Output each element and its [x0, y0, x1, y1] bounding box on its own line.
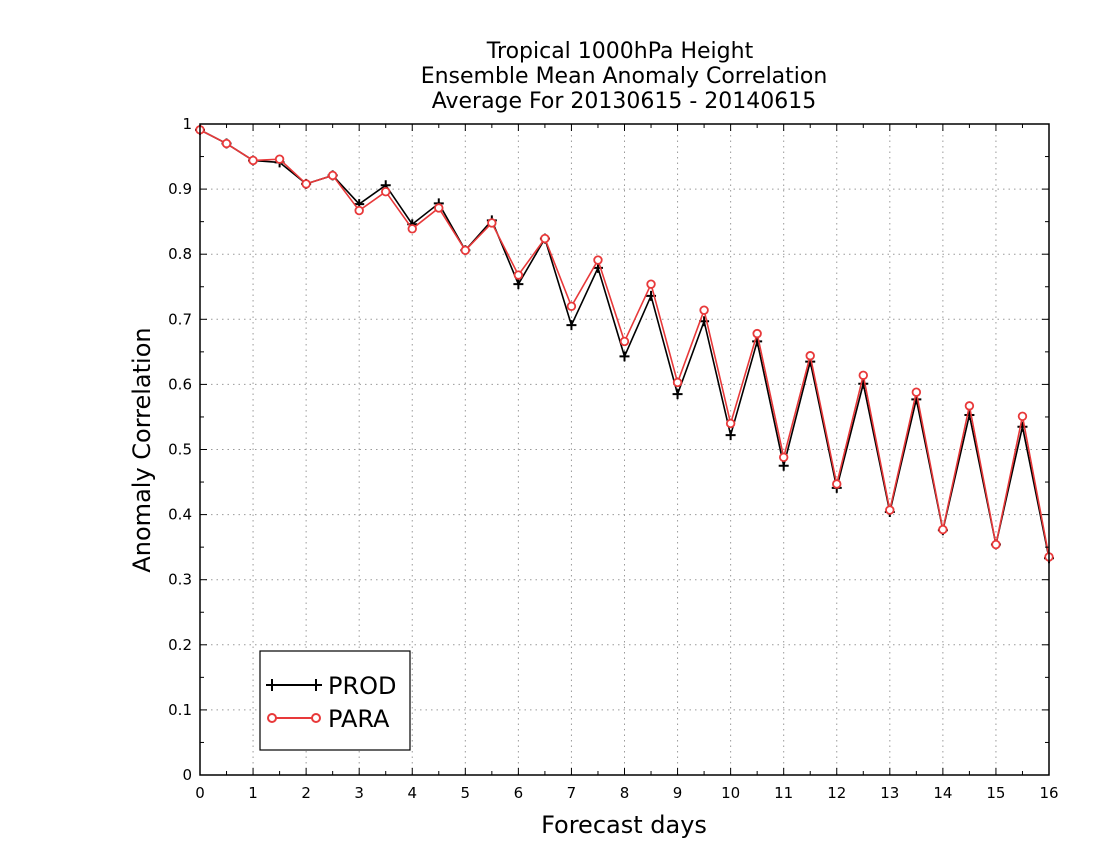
legend-para-marker-left	[267, 713, 277, 723]
point-para	[885, 505, 895, 515]
chart-title-line-2: Ensemble Mean Anomaly Correlation	[421, 64, 828, 89]
point-para	[619, 336, 630, 347]
point-para	[407, 224, 417, 234]
y-tick-label: 0.6	[168, 375, 192, 393]
point-para	[699, 305, 709, 315]
y-tick-label: 0.5	[168, 441, 192, 459]
y-tick-label: 0.8	[168, 245, 192, 263]
point-para	[964, 401, 975, 411]
x-tick-label: 7	[567, 784, 577, 802]
point-para	[725, 418, 736, 429]
point-para	[938, 524, 948, 535]
point-para	[672, 377, 683, 388]
point-para	[911, 387, 922, 397]
point-prod	[566, 320, 577, 331]
legend-prod-marker	[266, 679, 322, 691]
y-axis-label: Anomaly Correlation	[128, 327, 156, 572]
point-prod	[858, 378, 869, 389]
point-para	[434, 203, 444, 213]
legend-prod-label: PROD	[328, 672, 397, 700]
point-para	[832, 479, 842, 489]
x-tick-label: 12	[827, 784, 846, 802]
y-tick-label: 0	[182, 766, 192, 784]
point-para	[991, 539, 1001, 550]
point-para	[646, 279, 656, 289]
x-tick-label: 10	[721, 784, 740, 802]
data-series	[195, 124, 1054, 564]
point-prod	[619, 351, 630, 362]
point-para	[1017, 411, 1028, 421]
y-tick-label: 0.1	[168, 701, 192, 719]
x-tick-label: 16	[1039, 784, 1058, 802]
x-tick-label: 1	[248, 784, 258, 802]
point-para	[752, 328, 762, 339]
point-para	[221, 138, 232, 149]
x-tick-label: 6	[514, 784, 524, 802]
x-tick-label: 14	[933, 784, 952, 802]
x-tick-label: 9	[673, 784, 683, 802]
x-tick-label: 15	[986, 784, 1005, 802]
y-tick-label: 1	[182, 115, 192, 133]
point-prod	[725, 430, 736, 441]
x-tick-label: 4	[407, 784, 417, 802]
point-para	[487, 218, 497, 228]
point-prod	[964, 409, 975, 420]
y-tick-label: 0.9	[168, 180, 192, 198]
y-tick-label: 0.2	[168, 636, 192, 654]
point-para	[805, 351, 815, 361]
chart-title-line-1: Tropical 1000hPa Height	[486, 39, 754, 64]
x-tick-label: 11	[774, 784, 793, 802]
point-para	[460, 245, 471, 255]
point-para	[381, 187, 391, 197]
y-tick-label: 0.3	[168, 571, 192, 589]
chart-title: Tropical 1000hPa Height Ensemble Mean An…	[421, 39, 828, 114]
point-prod	[1017, 421, 1028, 432]
legend-para-label: PARA	[328, 705, 390, 733]
legend-para-marker-right	[311, 713, 321, 723]
legend-box	[259, 650, 411, 751]
x-tick-label: 5	[461, 784, 471, 802]
point-para	[593, 255, 603, 265]
y-axis-ticks: 0 0.1 0.2 0.3 0.4 0.5 0.6 0.7 0.8 0.9 1	[168, 115, 1049, 784]
point-para	[248, 155, 258, 166]
point-para	[354, 205, 364, 216]
y-tick-label: 0.4	[168, 506, 192, 524]
x-tick-label: 3	[354, 784, 364, 802]
x-axis-ticks: 0 1 2 3 4 5 6 7 8 9 10 11 12 13 14 15 16	[195, 124, 1059, 802]
point-prod	[778, 460, 789, 471]
point-para	[513, 270, 524, 280]
point-para	[274, 154, 285, 164]
x-tick-label: 2	[301, 784, 311, 802]
grid-lines	[200, 124, 1049, 775]
point-para	[540, 233, 550, 244]
point-para	[778, 452, 789, 463]
point-prod	[513, 279, 524, 290]
x-tick-label: 13	[880, 784, 899, 802]
point-para	[566, 301, 577, 311]
x-tick-label: 0	[195, 784, 205, 802]
x-axis-label: Forecast days	[541, 811, 707, 839]
point-para	[327, 170, 338, 181]
chart-title-line-3: Average For 20130615 - 20140615	[432, 89, 817, 114]
y-tick-label: 0.7	[168, 310, 192, 328]
point-prod	[672, 389, 683, 400]
legend: PROD PARA	[259, 650, 411, 751]
point-para	[301, 179, 311, 189]
point-para	[858, 370, 868, 380]
x-tick-label: 8	[620, 784, 630, 802]
